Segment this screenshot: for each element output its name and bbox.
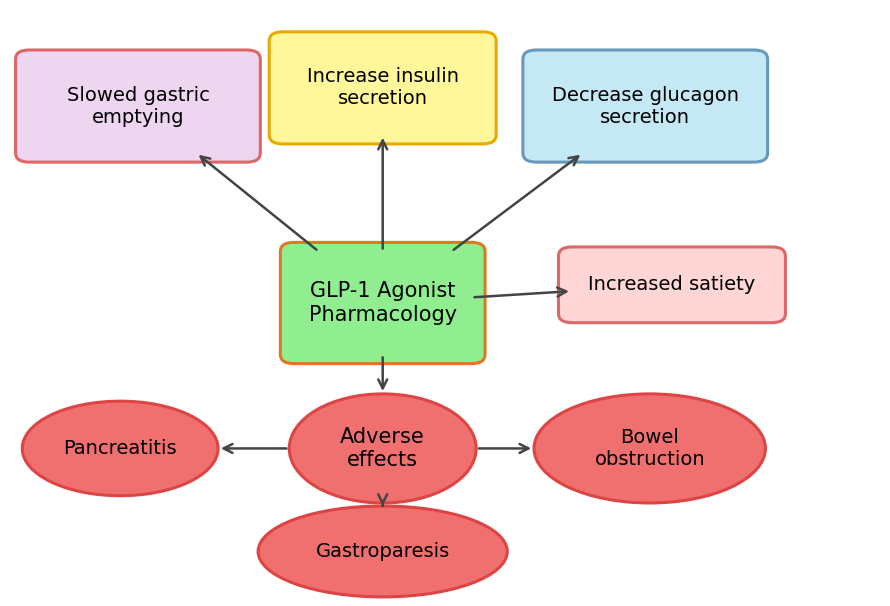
FancyBboxPatch shape bbox=[269, 32, 497, 144]
Ellipse shape bbox=[289, 394, 476, 503]
FancyBboxPatch shape bbox=[280, 242, 485, 364]
FancyBboxPatch shape bbox=[523, 50, 767, 162]
Ellipse shape bbox=[22, 401, 218, 496]
Ellipse shape bbox=[258, 506, 507, 597]
Text: Increase insulin
secretion: Increase insulin secretion bbox=[307, 67, 458, 108]
Text: Bowel
obstruction: Bowel obstruction bbox=[595, 428, 705, 469]
Text: Decrease glucagon
secretion: Decrease glucagon secretion bbox=[552, 85, 739, 127]
Text: GLP-1 Agonist
Pharmacology: GLP-1 Agonist Pharmacology bbox=[309, 281, 457, 325]
FancyBboxPatch shape bbox=[559, 247, 786, 322]
Text: Increased satiety: Increased satiety bbox=[588, 275, 756, 295]
Ellipse shape bbox=[534, 394, 765, 503]
FancyBboxPatch shape bbox=[16, 50, 261, 162]
Text: Pancreatitis: Pancreatitis bbox=[63, 439, 177, 458]
Text: Slowed gastric
emptying: Slowed gastric emptying bbox=[67, 85, 209, 127]
Text: Gastroparesis: Gastroparesis bbox=[316, 542, 449, 561]
Text: Adverse
effects: Adverse effects bbox=[340, 427, 425, 470]
